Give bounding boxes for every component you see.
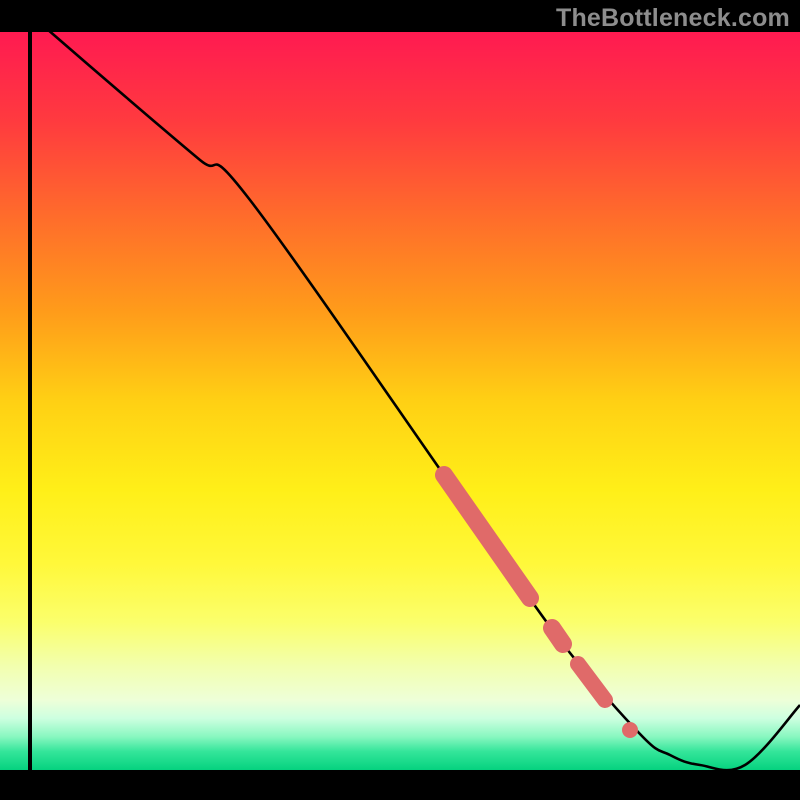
watermark-text: TheBottleneck.com — [556, 4, 790, 33]
chart-line-group — [32, 16, 800, 770]
highlight-segment — [444, 475, 530, 598]
highlight-segment — [578, 664, 605, 700]
chart-stage: TheBottleneck.com — [0, 0, 800, 800]
highlight-dot — [622, 722, 638, 738]
plot-frame-rect — [30, 30, 800, 772]
chart-highlight-group — [444, 475, 638, 738]
plot-frame — [30, 30, 800, 772]
chart-overlay-svg — [0, 0, 800, 800]
highlight-segment — [552, 628, 563, 644]
chart-curve — [32, 16, 800, 770]
